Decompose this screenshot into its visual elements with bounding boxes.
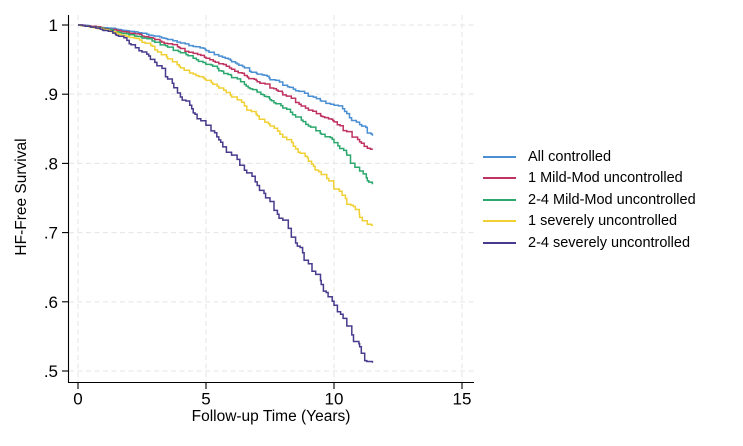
x-tick-label: 0 [73,390,82,409]
legend-item: 1 Mild-Mod uncontrolled [483,168,696,190]
y-tick-label: .9 [44,85,58,104]
y-tick-label: .8 [44,154,58,173]
y-tick-label: .7 [44,224,58,243]
y-tick-label: 1 [49,16,58,35]
y-tick-label: .6 [44,293,58,312]
survival-curve-2-4-severely-uncontrolled [78,24,374,363]
legend-swatch [483,220,516,223]
legend-label: 1 severely uncontrolled [528,213,678,230]
x-tick-label: 15 [453,390,472,409]
legend-item: 2-4 Mild-Mod uncontrolled [483,189,696,211]
x-tick-label: 5 [201,390,210,409]
legend-label: 2-4 severely uncontrolled [528,234,691,251]
x-tick-label: 10 [325,390,344,409]
y-tick-label: .5 [44,362,58,381]
legend-label: 1 Mild-Mod uncontrolled [528,170,683,187]
legend-label: 2-4 Mild-Mod uncontrolled [528,191,696,208]
survival-curve-1-mild-mod-uncontrolled [78,24,374,150]
survival-curve-all-controlled [78,24,374,136]
legend-swatch [483,155,516,158]
x-axis-title: Follow-up Time (Years) [191,408,351,425]
legend-item: 2-4 severely uncontrolled [483,232,696,254]
legend-swatch [483,241,516,244]
legend-item: 1 severely uncontrolled [483,211,696,233]
survival-curve-2-4-mild-mod-uncontrolled [78,24,374,185]
legend-item: All controlled [483,146,696,168]
survival-curve-1-severely-uncontrolled [78,24,374,227]
legend-label: All controlled [528,148,612,165]
y-axis-title: HF-Free Survival [13,138,30,256]
legend: All controlled 1 Mild-Mod uncontrolled 2-4… [483,146,696,254]
legend-swatch [483,177,516,180]
legend-swatch [483,198,516,201]
